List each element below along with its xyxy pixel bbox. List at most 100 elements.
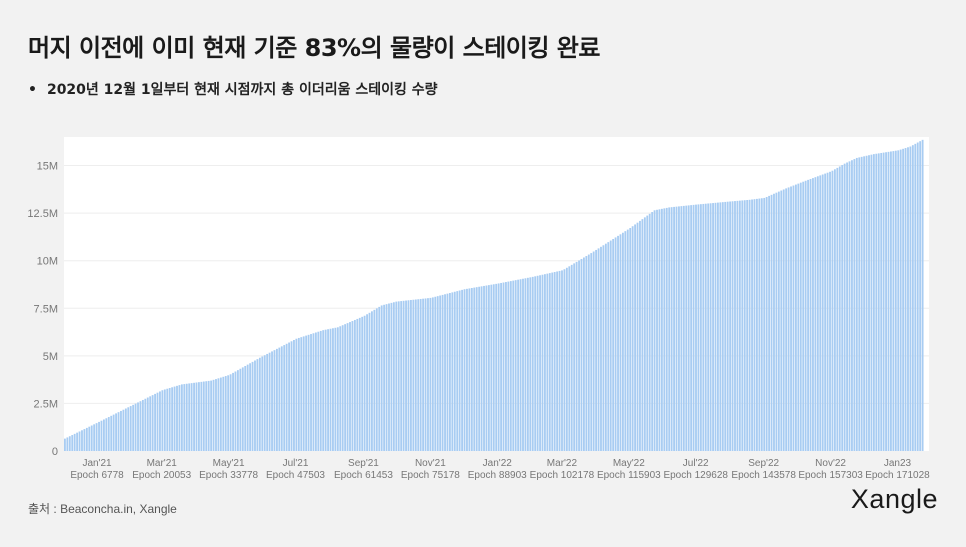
bar <box>743 200 746 451</box>
x-tick-month: Nov'21 <box>415 458 446 469</box>
bar <box>473 287 476 451</box>
x-tick-epoch: Epoch 88903 <box>468 470 527 481</box>
bar <box>105 418 108 451</box>
x-tick-month: Jul'22 <box>683 458 709 469</box>
bar <box>275 348 278 451</box>
bar <box>634 224 637 451</box>
bar <box>775 192 778 451</box>
bar <box>414 299 417 451</box>
bar <box>258 357 261 451</box>
bar <box>127 407 130 451</box>
bar <box>95 423 98 451</box>
bar <box>851 160 853 451</box>
x-tick-month: Jan'22 <box>483 458 513 469</box>
bar <box>205 381 208 451</box>
bar <box>587 254 590 451</box>
bar <box>522 278 524 451</box>
bar <box>534 276 537 451</box>
bar <box>290 341 293 451</box>
bar <box>539 275 541 451</box>
bar <box>239 368 242 451</box>
bar <box>782 189 785 451</box>
y-axis: 0 2.5M 5M 7.5M 10M 12.5M 15M <box>27 161 58 458</box>
bar <box>734 201 736 451</box>
bar <box>353 319 356 451</box>
bar <box>217 378 220 451</box>
bar <box>327 329 329 451</box>
bar <box>268 352 271 451</box>
y-tick-label: 7.5M <box>34 303 58 315</box>
bar <box>868 155 870 451</box>
bar <box>614 237 617 451</box>
bar <box>385 304 388 451</box>
bar <box>83 429 86 451</box>
bar <box>548 273 551 451</box>
x-tick-month: Jan23 <box>884 458 912 469</box>
bar <box>156 392 159 451</box>
bar <box>670 207 673 451</box>
bar <box>310 334 312 451</box>
bar <box>592 251 595 451</box>
bar <box>419 298 422 451</box>
bar <box>90 425 93 451</box>
bar <box>358 317 361 451</box>
bar <box>115 413 118 451</box>
bar <box>68 436 71 451</box>
bar <box>307 334 310 451</box>
bar <box>902 148 905 451</box>
bar <box>877 153 880 451</box>
bar <box>246 364 249 451</box>
bar <box>729 201 732 451</box>
bar <box>183 384 186 451</box>
bar <box>380 305 383 451</box>
bar <box>232 372 234 451</box>
bar <box>332 328 334 451</box>
bar <box>317 331 320 451</box>
bar <box>383 304 386 451</box>
bar <box>526 277 529 451</box>
bar <box>597 248 600 451</box>
y-tick-label: 2.5M <box>34 398 58 410</box>
bar <box>580 258 583 451</box>
bar <box>575 261 578 451</box>
bar <box>707 203 710 451</box>
bar <box>458 290 461 451</box>
bar <box>429 297 432 451</box>
bar <box>712 203 714 451</box>
x-tick-month: Jul'21 <box>283 458 309 469</box>
bar <box>787 187 790 451</box>
bar <box>765 196 768 451</box>
bar <box>570 264 573 451</box>
bar <box>461 289 464 451</box>
bar <box>224 376 227 451</box>
bar <box>717 202 719 451</box>
bar <box>919 141 922 451</box>
bar <box>753 199 756 451</box>
bar <box>790 186 792 452</box>
x-tick-epoch: Epoch 143578 <box>731 470 796 481</box>
bar <box>838 166 841 451</box>
bar <box>190 383 193 451</box>
bar <box>85 427 88 451</box>
bar <box>704 203 707 451</box>
bar <box>227 375 230 451</box>
bar <box>607 242 610 451</box>
x-tick-month: Mar'22 <box>547 458 578 469</box>
bar <box>392 302 395 451</box>
bar <box>285 343 288 451</box>
bar <box>349 322 351 451</box>
bar <box>617 235 619 451</box>
bar <box>100 420 103 451</box>
bar <box>395 301 398 451</box>
bar <box>485 285 488 451</box>
bar <box>124 408 127 451</box>
bars-group <box>64 139 924 452</box>
bar <box>612 239 615 451</box>
bar <box>71 435 74 451</box>
bar <box>434 296 437 451</box>
bar <box>802 181 805 451</box>
bar <box>373 309 376 451</box>
subtitle: • 2020년 12월 1일부터 현재 시점까지 총 이더리움 스테이킹 수량 <box>28 79 438 99</box>
bullet-icon: • <box>28 82 37 98</box>
bar <box>721 202 724 451</box>
